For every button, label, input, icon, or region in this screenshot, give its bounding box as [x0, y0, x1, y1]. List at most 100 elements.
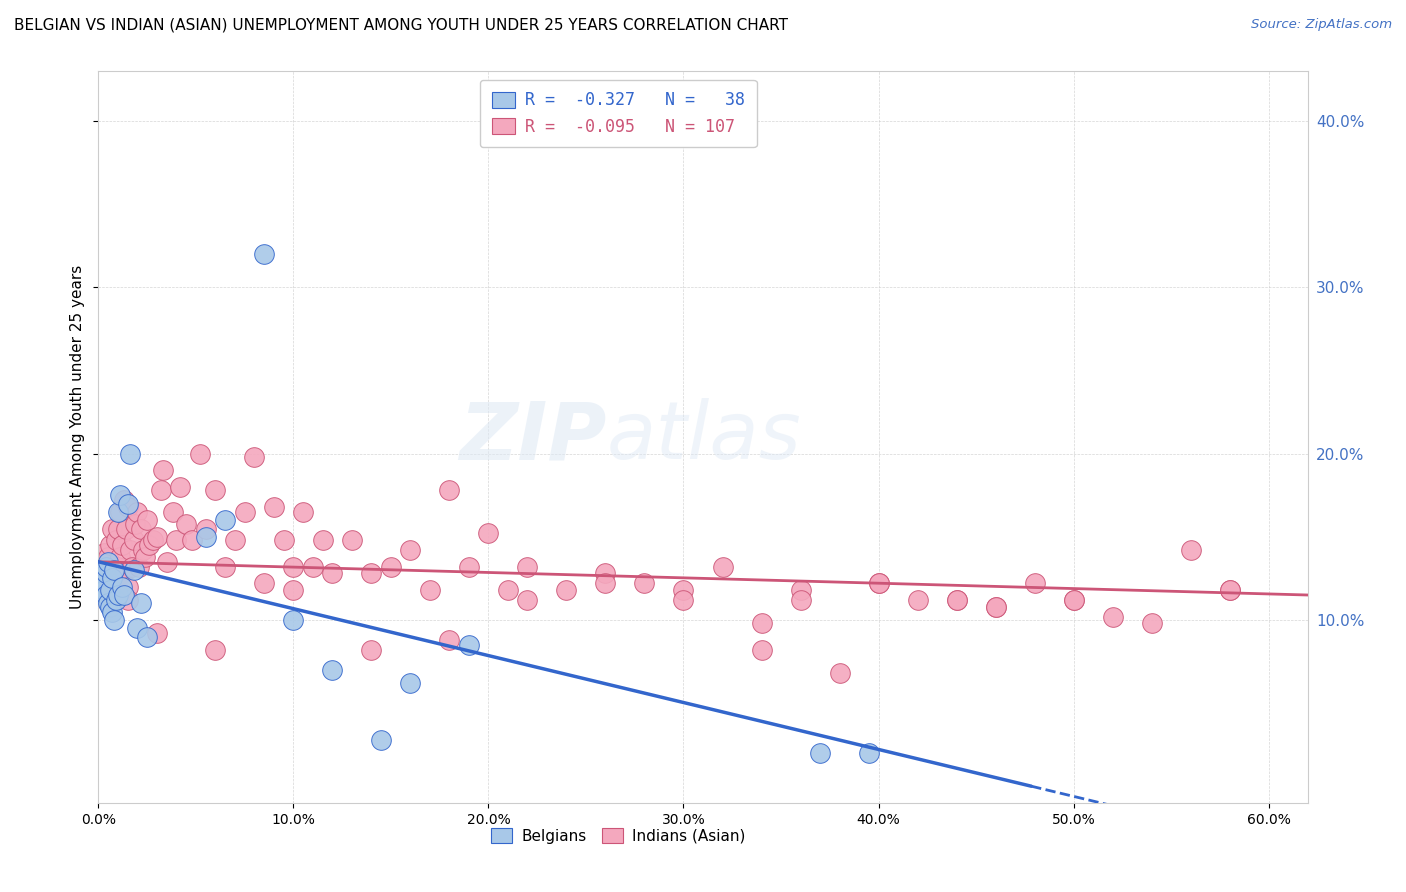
- Point: [214, 559, 236, 574]
- Point: [312, 533, 335, 548]
- Text: ZIP: ZIP: [458, 398, 606, 476]
- Point: [273, 533, 295, 548]
- Point: [127, 621, 149, 635]
- Point: [118, 543, 141, 558]
- Point: [107, 521, 129, 535]
- Point: [98, 599, 121, 614]
- Point: [101, 566, 124, 581]
- Point: [477, 526, 499, 541]
- Point: [789, 582, 811, 597]
- Point: [868, 576, 890, 591]
- Point: [181, 533, 204, 548]
- Point: [321, 663, 343, 677]
- Point: [253, 247, 276, 261]
- Point: [108, 505, 131, 519]
- Point: [263, 500, 285, 514]
- Point: [107, 588, 129, 602]
- Point: [1101, 609, 1123, 624]
- Point: [132, 543, 155, 558]
- Point: [194, 521, 217, 535]
- Point: [96, 563, 118, 577]
- Point: [96, 559, 118, 574]
- Point: [233, 505, 256, 519]
- Point: [399, 676, 422, 690]
- Point: [858, 746, 880, 760]
- Point: [595, 576, 617, 591]
- Point: [516, 559, 538, 574]
- Point: [283, 559, 305, 574]
- Point: [101, 571, 124, 585]
- Legend: Belgians, Indians (Asian): Belgians, Indians (Asian): [485, 822, 752, 850]
- Point: [118, 447, 141, 461]
- Point: [283, 582, 305, 597]
- Point: [751, 616, 773, 631]
- Point: [146, 530, 169, 544]
- Point: [107, 559, 129, 574]
- Point: [458, 559, 481, 574]
- Point: [96, 566, 118, 581]
- Point: [98, 588, 121, 602]
- Point: [91, 559, 114, 574]
- Point: [103, 580, 125, 594]
- Point: [214, 513, 236, 527]
- Point: [146, 626, 169, 640]
- Point: [380, 559, 402, 574]
- Point: [174, 516, 197, 531]
- Point: [751, 643, 773, 657]
- Point: [595, 566, 617, 581]
- Y-axis label: Unemployment Among Youth under 25 years: Unemployment Among Youth under 25 years: [70, 265, 86, 609]
- Point: [439, 632, 461, 647]
- Point: [104, 571, 127, 585]
- Point: [111, 538, 134, 552]
- Point: [93, 576, 115, 591]
- Point: [103, 563, 125, 577]
- Point: [516, 593, 538, 607]
- Text: Source: ZipAtlas.com: Source: ZipAtlas.com: [1251, 18, 1392, 31]
- Point: [112, 588, 135, 602]
- Point: [107, 505, 129, 519]
- Point: [93, 582, 115, 597]
- Point: [97, 576, 120, 591]
- Point: [458, 638, 481, 652]
- Text: atlas: atlas: [606, 398, 801, 476]
- Point: [360, 643, 382, 657]
- Point: [224, 533, 246, 548]
- Point: [97, 549, 120, 564]
- Point: [360, 566, 382, 581]
- Point: [98, 582, 121, 597]
- Point: [399, 543, 422, 558]
- Point: [1180, 543, 1202, 558]
- Point: [340, 533, 363, 548]
- Point: [121, 559, 143, 574]
- Point: [204, 483, 226, 498]
- Point: [111, 580, 134, 594]
- Point: [253, 576, 276, 591]
- Point: [136, 630, 159, 644]
- Point: [101, 605, 124, 619]
- Point: [108, 488, 131, 502]
- Point: [789, 593, 811, 607]
- Point: [104, 533, 127, 548]
- Point: [149, 483, 172, 498]
- Point: [122, 563, 145, 577]
- Point: [89, 566, 111, 581]
- Point: [984, 599, 1007, 614]
- Point: [136, 513, 159, 527]
- Point: [1024, 576, 1046, 591]
- Point: [103, 613, 125, 627]
- Text: BELGIAN VS INDIAN (ASIAN) UNEMPLOYMENT AMONG YOUTH UNDER 25 YEARS CORRELATION CH: BELGIAN VS INDIAN (ASIAN) UNEMPLOYMENT A…: [14, 18, 787, 33]
- Point: [711, 559, 734, 574]
- Point: [1140, 616, 1163, 631]
- Point: [91, 580, 114, 594]
- Point: [142, 533, 165, 548]
- Point: [828, 666, 851, 681]
- Point: [131, 521, 153, 535]
- Point: [124, 516, 146, 531]
- Point: [91, 571, 114, 585]
- Point: [1063, 593, 1085, 607]
- Point: [117, 593, 139, 607]
- Point: [907, 593, 929, 607]
- Point: [103, 563, 125, 577]
- Point: [89, 563, 111, 577]
- Point: [117, 580, 139, 594]
